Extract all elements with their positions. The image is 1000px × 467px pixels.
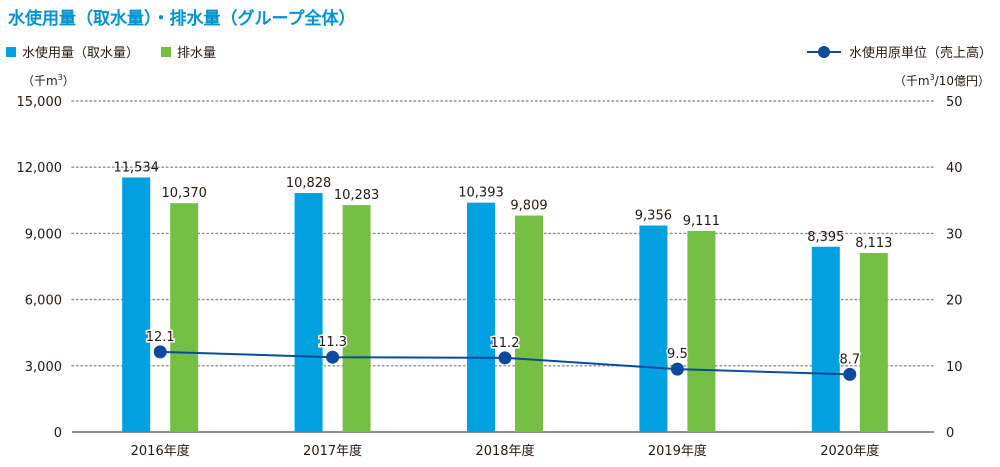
y-left-tick-label: 12,000: [17, 161, 63, 176]
bar-discharge-label: 10,283: [334, 188, 380, 203]
bar-intake: [639, 225, 668, 432]
legend-item-discharge: 排水量: [161, 42, 216, 61]
intensity-point: [153, 345, 167, 359]
bar-intake-label: 8,395: [807, 230, 844, 245]
legend-item-intake: 水使用量（取水量）: [6, 42, 139, 61]
discharge-swatch: [161, 46, 172, 57]
bar-intake-label: 9,356: [635, 209, 672, 224]
bar-discharge: [687, 230, 716, 432]
y-left-tick-label: 3,000: [25, 360, 62, 375]
y-left-tick-label: 0: [54, 426, 62, 441]
intensity-point-label: 8.7: [839, 352, 860, 367]
intensity-point: [326, 350, 340, 364]
y-right-tick-label: 10: [946, 360, 963, 375]
intensity-point-label: 9.5: [667, 347, 688, 362]
legend-label-intensity: 水使用原単位（売上高）: [848, 46, 992, 61]
x-tick-label: 2016年度: [131, 443, 190, 459]
bar-intake: [811, 246, 840, 432]
x-tick-label: 2018年度: [475, 443, 534, 459]
intensity-point: [670, 362, 684, 376]
bar-intake-label: 10,393: [458, 186, 504, 201]
intensity-point-label: 11.3: [318, 335, 347, 350]
y-right-tick-label: 20: [946, 294, 963, 309]
bar-intake: [294, 193, 323, 432]
intensity-point: [498, 351, 512, 365]
x-tick-label: 2020年度: [820, 443, 879, 459]
y-right-tick-label: 30: [946, 227, 963, 242]
y-left-tick-label: 9,000: [25, 227, 62, 242]
left-axis-unit: （千m3）: [22, 73, 75, 88]
right-axis-unit: （千m3/10億円）: [893, 73, 990, 88]
x-tick-label: 2017年度: [303, 443, 362, 459]
legend-label-intake: 水使用量（取水量）: [22, 46, 140, 61]
bar-discharge: [342, 205, 371, 432]
intensity-line-swatch: [806, 45, 841, 58]
bar-intake: [467, 202, 495, 432]
x-tick-label: 2019年度: [648, 443, 707, 459]
bar-discharge-label: 9,111: [683, 214, 720, 229]
legend-line: 水使用原単位（売上高）: [806, 42, 992, 61]
legend-label-discharge: 排水量: [177, 46, 217, 61]
y-left-tick-label: 6,000: [25, 294, 62, 309]
y-right-tick-label: 50: [946, 95, 963, 110]
bar-intake-label: 10,828: [286, 176, 332, 191]
bar-discharge: [515, 215, 543, 432]
bar-intake-label: 11,534: [113, 160, 159, 175]
bar-discharge: [170, 203, 199, 432]
bar-intake: [122, 177, 151, 432]
y-right-tick-label: 0: [946, 426, 954, 441]
intensity-point: [843, 367, 857, 381]
bar-discharge: [859, 252, 888, 432]
y-right-tick-label: 40: [946, 161, 963, 176]
chart-title: 水使用量（取水量）・排水量（グループ全体）: [8, 9, 356, 29]
bar-discharge-label: 9,809: [510, 199, 547, 214]
intensity-point-label: 11.2: [491, 336, 520, 351]
legend-bars: 水使用量（取水量） 排水量: [6, 42, 230, 61]
bar-discharge-label: 10,370: [161, 186, 207, 201]
y-left-tick-label: 15,000: [17, 95, 63, 110]
bar-discharge-label: 8,113: [855, 236, 892, 251]
intensity-point-label: 12.1: [146, 330, 175, 345]
intake-swatch: [6, 46, 16, 57]
